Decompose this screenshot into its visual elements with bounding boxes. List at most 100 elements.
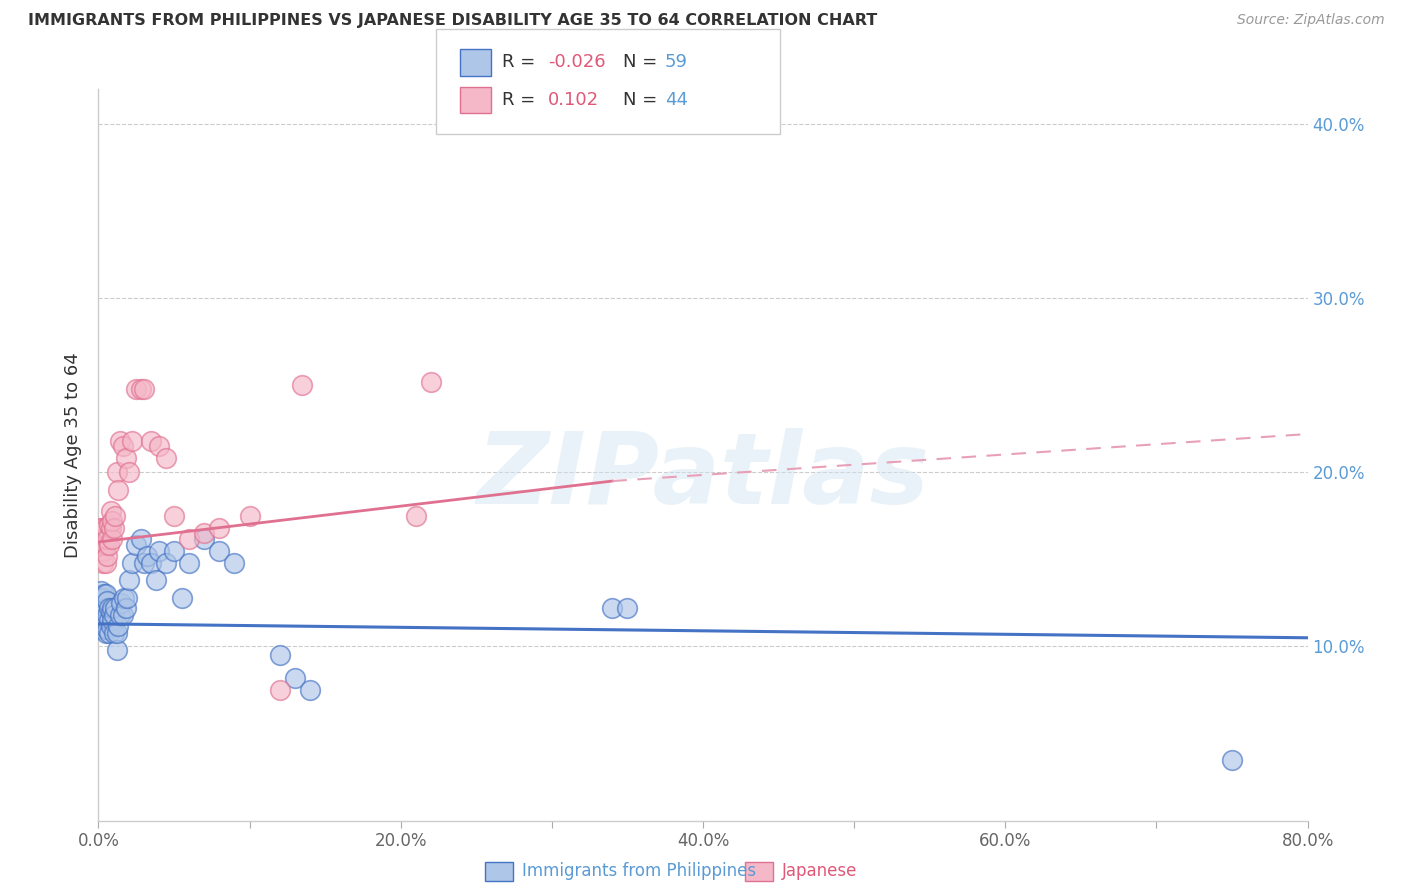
Point [105, 625, 128, 640]
Point [98, 601, 121, 615]
Point [132, 382, 155, 396]
Point [269, 683, 291, 698]
Point [155, 451, 177, 466]
Point [100, 521, 122, 535]
Point [96, 594, 118, 608]
Point [103, 608, 125, 623]
Point [100, 503, 122, 517]
Point [163, 543, 186, 558]
Point [111, 608, 134, 623]
Point [94, 613, 117, 627]
Point [155, 556, 177, 570]
Point [616, 601, 638, 615]
Point [90, 618, 112, 632]
Text: IMMIGRANTS FROM PHILIPPINES VS JAPANESE DISABILITY AGE 35 TO 64 CORRELATION CHAR: IMMIGRANTS FROM PHILIPPINES VS JAPANESE … [28, 13, 877, 29]
Text: N =: N = [623, 53, 657, 70]
Point [193, 532, 215, 546]
Point [94, 539, 117, 553]
Point [141, 556, 163, 570]
Point [105, 466, 128, 480]
Point [90, 532, 112, 546]
Point [208, 543, 231, 558]
Point [111, 439, 134, 453]
Point [107, 483, 129, 497]
Point [94, 521, 117, 535]
Point [96, 549, 118, 563]
Point [405, 508, 427, 523]
Text: N =: N = [623, 91, 657, 109]
Point [90, 543, 112, 558]
Point [145, 574, 167, 588]
Point [103, 521, 125, 535]
Point [93, 605, 115, 619]
Point [135, 549, 157, 563]
Point [101, 514, 124, 528]
Point [602, 601, 624, 615]
Point [163, 508, 186, 523]
Point [89, 608, 111, 623]
Text: 44: 44 [665, 91, 688, 109]
Text: R =: R = [502, 53, 536, 70]
Point [115, 591, 138, 605]
Point [224, 556, 246, 570]
Point [132, 556, 155, 570]
Point [94, 601, 117, 615]
Point [103, 625, 125, 640]
Text: Japanese: Japanese [782, 863, 858, 880]
Point [179, 532, 201, 546]
Point [96, 622, 118, 636]
Point [121, 434, 143, 448]
Point [93, 543, 115, 558]
Point [299, 683, 322, 698]
Y-axis label: Disability Age 35 to 64: Disability Age 35 to 64 [65, 352, 83, 558]
Point [112, 591, 135, 605]
Point [91, 622, 114, 636]
Point [100, 618, 122, 632]
Point [90, 601, 112, 615]
Text: 59: 59 [665, 53, 688, 70]
Point [129, 382, 152, 396]
Point [93, 532, 115, 546]
Point [93, 587, 115, 601]
Point [91, 556, 114, 570]
Point [94, 587, 117, 601]
Text: ZIPatlas: ZIPatlas [477, 428, 929, 525]
Text: Immigrants from Philippines: Immigrants from Philippines [522, 863, 756, 880]
Point [125, 382, 148, 396]
Point [98, 517, 121, 532]
Point [108, 434, 131, 448]
Text: 0.102: 0.102 [548, 91, 599, 109]
Text: R =: R = [502, 91, 536, 109]
Point [94, 556, 117, 570]
Point [121, 556, 143, 570]
Point [148, 439, 170, 453]
Point [104, 508, 127, 523]
Point [110, 596, 132, 610]
Point [89, 521, 111, 535]
Point [90, 583, 112, 598]
Point [193, 526, 215, 541]
Point [114, 451, 136, 466]
Point [284, 671, 307, 685]
Point [291, 378, 314, 392]
Point [105, 643, 128, 657]
Point [1220, 753, 1243, 767]
Point [269, 648, 291, 663]
Point [420, 375, 443, 389]
Point [96, 608, 118, 623]
Point [108, 608, 131, 623]
Point [141, 434, 163, 448]
Point [96, 532, 118, 546]
Point [129, 532, 152, 546]
Point [114, 601, 136, 615]
Point [118, 574, 141, 588]
Point [93, 618, 115, 632]
Point [89, 591, 111, 605]
Point [208, 521, 231, 535]
Point [100, 605, 122, 619]
Point [101, 613, 124, 627]
Point [91, 608, 114, 623]
Point [118, 466, 141, 480]
Point [98, 539, 121, 553]
Point [94, 625, 117, 640]
